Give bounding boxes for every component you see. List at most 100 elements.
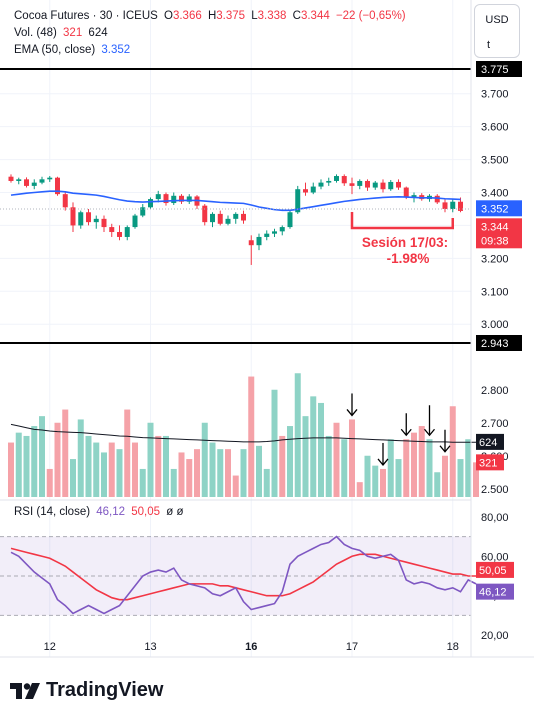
volume-bar (240, 449, 247, 497)
candle-body (62, 194, 68, 208)
candle-body (349, 183, 355, 186)
unit-label: t (487, 39, 491, 51)
volume-bar (93, 442, 100, 497)
volume-bar (132, 442, 138, 497)
volume-bar (232, 475, 239, 497)
ema-price-box (476, 200, 522, 217)
candle-body (132, 215, 138, 228)
volume-bar (8, 442, 14, 497)
volume-bar (209, 442, 216, 497)
volume-arrow-head (439, 445, 451, 453)
candle-body (16, 179, 22, 181)
high-label: H (207, 10, 217, 22)
high-value: 3.375 (216, 10, 246, 22)
candle-body (241, 213, 246, 221)
volume-bar (349, 419, 355, 497)
close-label: C (292, 10, 301, 22)
volume-bar (256, 445, 262, 497)
level-label: 3.775 (481, 64, 509, 76)
annotation-line1: Sesión 17/03: (362, 235, 448, 250)
symbol-label: Cocoa Futures · 30 · ICEUS (14, 10, 158, 22)
axes: 12131617183.7003.6003.5003.4003.3003.200… (0, 0, 534, 658)
volume-bar (31, 426, 38, 497)
volume-bar (418, 426, 425, 497)
candle-body (24, 179, 29, 186)
candle-body (303, 189, 308, 193)
rsi-label: RSI (14, close) (14, 506, 91, 518)
candle-body (179, 195, 184, 202)
rsi-line (10, 535, 477, 615)
volume-bar (302, 416, 309, 497)
volume-value-label: 624 (479, 437, 497, 449)
time-tick-label: 13 (144, 641, 156, 653)
countdown-label: 09:38 (481, 235, 509, 247)
candle-body (372, 182, 378, 188)
candle-body (248, 240, 254, 246)
candle-body (256, 236, 262, 246)
session-annotation: Sesión 17/03:-1.98% (346, 212, 454, 466)
candle-body (55, 177, 60, 195)
volume-bar (139, 468, 146, 497)
price-tick-label: 3.400 (481, 187, 509, 199)
volume-bar (155, 435, 162, 497)
volume-bar (473, 462, 479, 497)
volume-bar (325, 435, 332, 497)
volume-bar (248, 376, 255, 497)
candle-body (334, 176, 339, 181)
currency-unit-button[interactable]: USD t (474, 4, 520, 58)
time-tick-label: 18 (447, 641, 459, 653)
price-pane (0, 68, 471, 344)
candle-body (388, 181, 394, 190)
volume-arrow-head (346, 409, 358, 417)
candle-body (39, 179, 45, 183)
session-bracket (350, 212, 454, 230)
price-tick-label: 3.200 (481, 253, 509, 265)
candle-body (217, 213, 223, 224)
ema-legend: EMA (50, close) 3.352 (14, 44, 133, 56)
rsi-value-box (476, 583, 514, 600)
candle-body (186, 196, 192, 202)
volume-bar (70, 459, 76, 497)
volume-arrow-head (377, 458, 389, 466)
volume-bar (271, 389, 278, 497)
volume-bar (426, 439, 433, 497)
volume-value-box (476, 454, 504, 471)
volume-arrow-head (424, 428, 435, 437)
last-price-label: 3.344 (481, 221, 509, 233)
candle-body (403, 187, 409, 198)
candle-body (341, 176, 347, 184)
rsi-tick-label: 60,00 (481, 551, 509, 563)
volume-bar (201, 422, 208, 497)
candle-body (78, 212, 84, 226)
volume-bar (318, 402, 324, 497)
tradingview-logo[interactable]: TradingView (10, 679, 163, 702)
chart-grid (0, 0, 471, 657)
volume-ma-value: 624 (88, 27, 108, 39)
level-label: 2.943 (481, 338, 509, 350)
volume-bar (163, 435, 169, 497)
candle-body (442, 202, 448, 209)
rsi-ma-value: 50,05 (131, 506, 161, 518)
volume-label: Vol. (48) (14, 27, 57, 39)
rsi-extra: ø ø (166, 506, 184, 518)
candle-body (310, 186, 316, 193)
ema-line (10, 190, 461, 212)
volume-value-box (476, 433, 504, 450)
volume-value: 321 (63, 27, 83, 39)
rsi-value: 46,12 (96, 506, 126, 518)
volume-bar (23, 435, 30, 497)
rsi-pane (0, 535, 477, 616)
change-value: −22 (−0,65%) (335, 10, 406, 22)
volume-bar (449, 406, 456, 497)
price-tick-label: 3.000 (481, 319, 509, 331)
volume-value-label: 321 (479, 457, 497, 469)
candle-body (210, 213, 215, 223)
open-value: 3.366 (172, 10, 202, 22)
volume-pane (8, 373, 479, 497)
currency-label: USD (485, 14, 509, 26)
ema-value: 3.352 (101, 44, 131, 56)
volume-bar (225, 449, 231, 497)
volume-tick-label: 2.800 (481, 385, 509, 397)
candle-body (8, 176, 14, 181)
